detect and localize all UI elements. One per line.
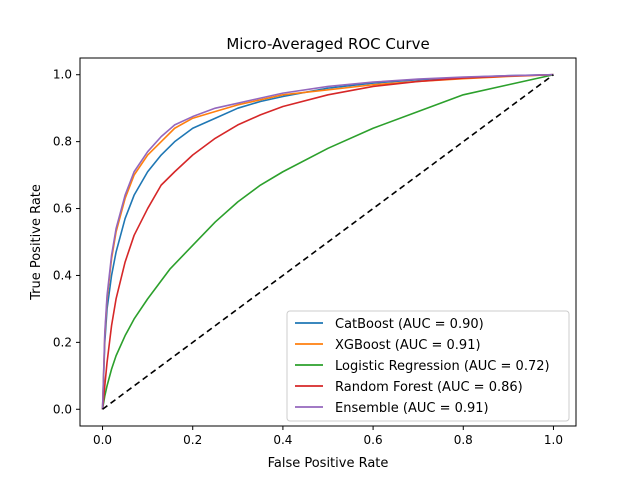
diagonal-reference-line [102, 74, 554, 410]
y-tick-label: 0.4 [53, 268, 72, 282]
x-axis-label: False Positive Rate [268, 456, 389, 471]
legend: CatBoost (AUC = 0.90) XGBoost (AUC = 0.91… [286, 310, 570, 422]
x-tick-label: 0.4 [273, 433, 292, 447]
y-tick-label: 0.2 [53, 335, 72, 349]
legend-label-2: Logistic Regression (AUC = 0.72) [335, 359, 550, 374]
x-tick-label: 0.6 [364, 433, 383, 447]
y-tick-label: 0.6 [53, 202, 72, 216]
series-line-2 [101, 73, 554, 410]
axis-ticks: 0.0 0.2 0.4 0.6 0.8 1.0 0.0 0.2 0.4 0.6 0.8 1.0 [53, 68, 563, 447]
legend-label-0: CatBoost (AUC = 0.90) [335, 317, 484, 332]
y-tick-label: 0.8 [53, 135, 72, 149]
y-tick-label: 0.0 [53, 402, 72, 416]
plot-frame [79, 57, 577, 427]
legend-box [286, 310, 570, 422]
x-tick-label: 0.0 [93, 433, 112, 447]
x-tick-label: 1.0 [544, 433, 563, 447]
legend-label-4: Ensemble (AUC = 0.91) [335, 401, 489, 416]
legend-label-1: XGBoost (AUC = 0.91) [335, 338, 481, 353]
x-tick-label: 0.2 [183, 433, 202, 447]
y-tick-label: 1.0 [53, 68, 72, 82]
series-line-3 [101, 73, 554, 410]
plot-area [101, 73, 554, 410]
y-axis-label: True Positive Rate [29, 184, 44, 301]
x-tick-label: 0.8 [454, 433, 473, 447]
series-line-4 [101, 73, 554, 410]
legend-label-3: Random Forest (AUC = 0.86) [335, 380, 523, 395]
chart-title: Micro-Averaged ROC Curve [226, 35, 429, 53]
